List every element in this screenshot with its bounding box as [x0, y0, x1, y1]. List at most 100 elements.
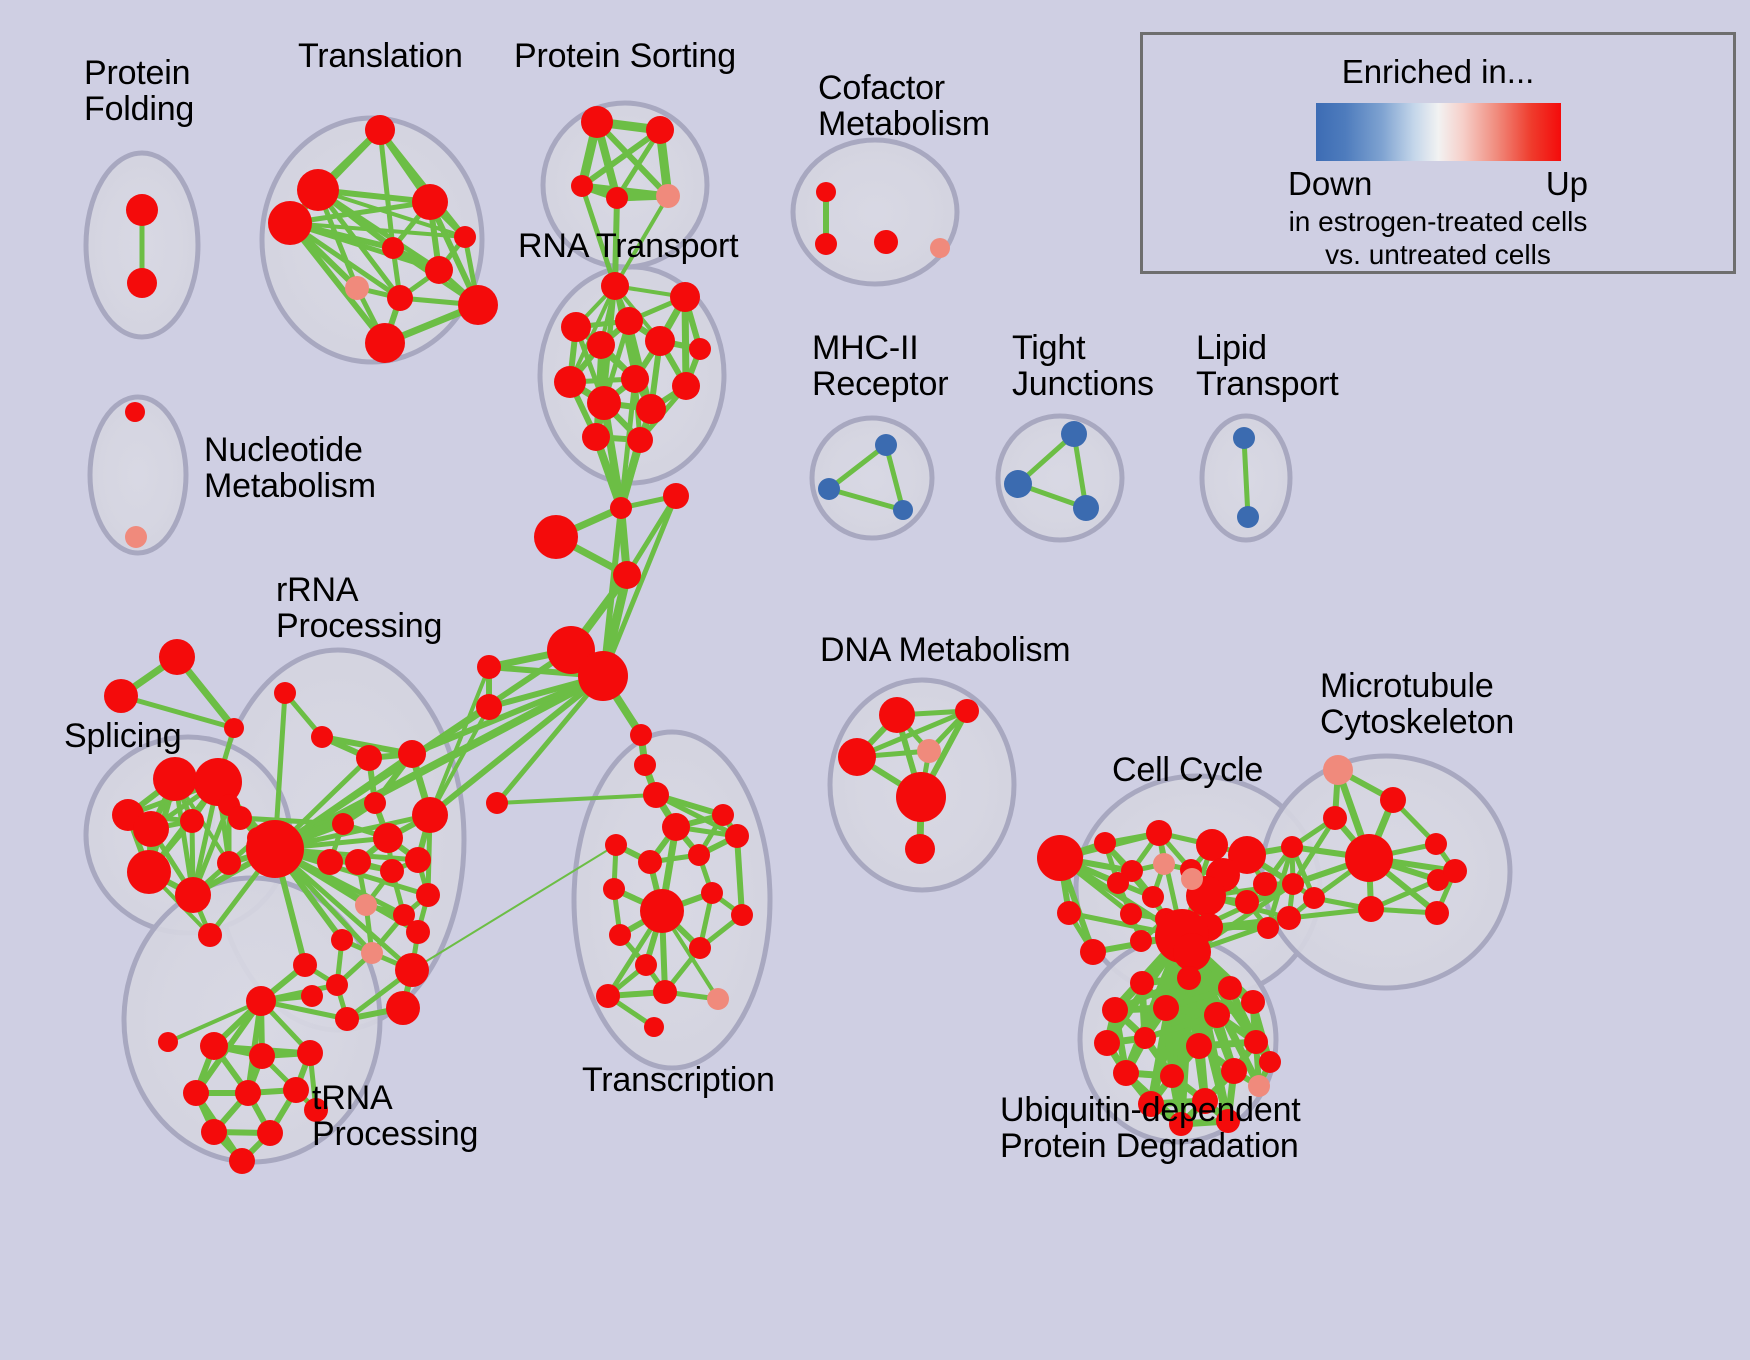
network-node[interactable]: [1037, 835, 1083, 881]
network-node[interactable]: [425, 256, 453, 284]
network-edge[interactable]: [624, 493, 679, 578]
network-node[interactable]: [712, 804, 734, 826]
network-node[interactable]: [1358, 896, 1384, 922]
network-node[interactable]: [587, 331, 615, 359]
network-node[interactable]: [1169, 1112, 1193, 1136]
network-edge[interactable]: [287, 220, 388, 346]
network-node[interactable]: [1345, 834, 1393, 882]
network-node[interactable]: [1323, 755, 1353, 785]
cluster-ellipse[interactable]: [809, 415, 935, 541]
network-node[interactable]: [393, 904, 415, 926]
network-node[interactable]: [634, 754, 656, 776]
network-node[interactable]: [412, 184, 448, 220]
network-node[interactable]: [183, 1080, 209, 1106]
network-node[interactable]: [670, 282, 700, 312]
network-node[interactable]: [1173, 933, 1211, 971]
network-edge[interactable]: [316, 188, 467, 239]
network-node[interactable]: [688, 844, 710, 866]
network-node[interactable]: [1181, 868, 1203, 890]
network-node[interactable]: [1004, 470, 1032, 498]
network-node[interactable]: [361, 942, 383, 964]
network-node[interactable]: [246, 820, 304, 878]
network-edge[interactable]: [626, 318, 654, 412]
network-node[interactable]: [416, 883, 440, 907]
network-edge[interactable]: [653, 792, 740, 839]
network-edge[interactable]: [166, 999, 263, 1044]
network-node[interactable]: [1257, 917, 1279, 939]
network-node[interactable]: [301, 985, 323, 1007]
network-node[interactable]: [1080, 939, 1106, 965]
network-node[interactable]: [127, 268, 157, 298]
network-node[interactable]: [689, 338, 711, 360]
network-node[interactable]: [380, 859, 404, 883]
network-node[interactable]: [249, 1043, 275, 1069]
network-node[interactable]: [1094, 1030, 1120, 1056]
network-node[interactable]: [373, 823, 403, 853]
network-node[interactable]: [1323, 806, 1347, 830]
network-node[interactable]: [587, 386, 621, 420]
network-node[interactable]: [175, 877, 211, 913]
network-node[interactable]: [317, 849, 343, 875]
network-edge[interactable]: [411, 844, 617, 971]
network-node[interactable]: [1186, 1033, 1212, 1059]
network-edge[interactable]: [594, 119, 671, 199]
network-edge[interactable]: [428, 665, 491, 817]
network-node[interactable]: [268, 201, 312, 245]
network-edge[interactable]: [287, 199, 433, 226]
network-node[interactable]: [458, 285, 498, 325]
network-node[interactable]: [125, 526, 147, 548]
network-node[interactable]: [1153, 853, 1175, 875]
network-node[interactable]: [1073, 495, 1099, 521]
network-node[interactable]: [815, 233, 837, 255]
network-node[interactable]: [601, 272, 629, 300]
network-node[interactable]: [194, 758, 242, 806]
network-node[interactable]: [645, 326, 675, 356]
network-node[interactable]: [893, 500, 913, 520]
network-edge[interactable]: [1241, 435, 1251, 520]
network-node[interactable]: [1303, 887, 1325, 909]
network-node[interactable]: [364, 792, 386, 814]
network-node[interactable]: [818, 478, 840, 500]
network-node[interactable]: [609, 924, 631, 946]
network-edge[interactable]: [1286, 906, 1374, 921]
network-node[interactable]: [917, 739, 941, 763]
network-node[interactable]: [235, 1080, 261, 1106]
network-node[interactable]: [582, 423, 610, 451]
network-node[interactable]: [596, 984, 620, 1008]
network-node[interactable]: [838, 738, 876, 776]
cluster-ellipse[interactable]: [87, 394, 189, 556]
network-edge[interactable]: [579, 127, 663, 189]
network-node[interactable]: [621, 365, 649, 393]
network-edge[interactable]: [427, 673, 606, 818]
network-node[interactable]: [554, 366, 586, 398]
network-node[interactable]: [1277, 906, 1301, 930]
network-node[interactable]: [1160, 1064, 1184, 1088]
network-node[interactable]: [217, 851, 241, 875]
network-edge[interactable]: [826, 486, 906, 513]
network-node[interactable]: [816, 182, 836, 202]
network-node[interactable]: [201, 1119, 227, 1145]
network-node[interactable]: [486, 792, 508, 814]
network-node[interactable]: [1248, 1075, 1270, 1097]
network-node[interactable]: [356, 745, 382, 771]
network-edge[interactable]: [579, 183, 618, 289]
network-edge[interactable]: [271, 672, 607, 853]
network-node[interactable]: [1130, 971, 1154, 995]
network-node[interactable]: [304, 1098, 328, 1122]
network-node[interactable]: [1130, 930, 1152, 952]
network-node[interactable]: [200, 1032, 228, 1060]
network-node[interactable]: [355, 894, 377, 916]
network-node[interactable]: [635, 954, 657, 976]
network-node[interactable]: [126, 194, 158, 226]
network-node[interactable]: [1107, 872, 1129, 894]
network-node[interactable]: [1196, 829, 1228, 861]
network-node[interactable]: [386, 991, 420, 1025]
network-node[interactable]: [158, 1032, 178, 1052]
network-node[interactable]: [672, 372, 700, 400]
network-node[interactable]: [578, 651, 628, 701]
network-node[interactable]: [257, 1120, 283, 1146]
network-node[interactable]: [311, 726, 333, 748]
network-node[interactable]: [879, 697, 915, 733]
network-edge[interactable]: [613, 194, 670, 288]
network-node[interactable]: [731, 904, 753, 926]
